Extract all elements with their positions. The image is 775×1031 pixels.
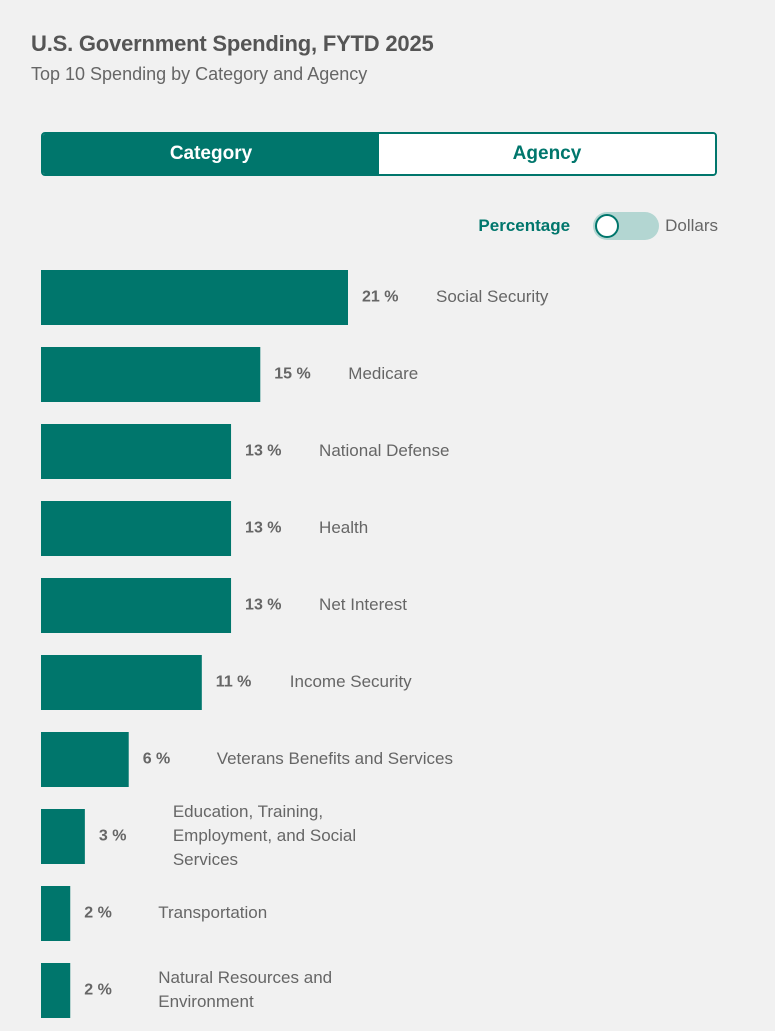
- switch-knob[interactable]: [595, 214, 620, 238]
- category-label-line: Employment, and Social: [173, 826, 356, 845]
- bar-3[interactable]: [41, 501, 232, 556]
- value-label-5: 11 %: [216, 674, 252, 691]
- category-label-3: Health: [319, 518, 368, 537]
- category-label-6: Veterans Benefits and Services: [217, 749, 453, 768]
- category-label-4: Net Interest: [319, 595, 407, 614]
- category-label-5: Income Security: [290, 672, 412, 691]
- category-label-1: Medicare: [348, 364, 418, 383]
- value-label-8: 2 %: [84, 905, 112, 922]
- value-label-4: 13 %: [245, 597, 281, 614]
- category-label-line: Medicare: [348, 364, 418, 383]
- percentage-dollars-switch[interactable]: [593, 212, 660, 240]
- bar-8[interactable]: [41, 886, 71, 941]
- view-tabs: Category Agency: [41, 132, 717, 176]
- chart-subtitle: Top 10 Spending by Category and Agency: [31, 64, 368, 84]
- bar-5[interactable]: [41, 655, 202, 710]
- bar-4[interactable]: [41, 578, 232, 633]
- value-label-6: 6 %: [143, 751, 171, 768]
- category-label-line: Environment: [158, 992, 254, 1011]
- bar-2[interactable]: [41, 424, 232, 479]
- category-label-8: Transportation: [158, 903, 267, 922]
- category-label-line: National Defense: [319, 441, 449, 460]
- category-label-9: Natural Resources and Environment: [158, 968, 332, 1011]
- category-label-line: Health: [319, 518, 368, 537]
- category-label-line: Education, Training,: [173, 802, 323, 821]
- tab-category[interactable]: Category: [43, 134, 379, 174]
- value-label-2: 13 %: [245, 443, 281, 460]
- value-label-1: 15 %: [274, 366, 310, 383]
- dollars-label[interactable]: Dollars: [665, 216, 718, 235]
- bar-1[interactable]: [41, 347, 261, 402]
- bar-0[interactable]: [41, 270, 348, 325]
- category-label-line: Income Security: [290, 672, 412, 691]
- value-label-7: 3 %: [99, 828, 127, 845]
- category-label-2: National Defense: [319, 441, 449, 460]
- category-label-0: Social Security: [436, 287, 549, 306]
- bar-9[interactable]: [41, 963, 71, 1018]
- category-label-line: Transportation: [158, 903, 267, 922]
- category-label-line: Services: [173, 850, 238, 869]
- unit-toggle: Percentage Dollars: [478, 212, 718, 240]
- value-label-3: 13 %: [245, 520, 281, 537]
- category-label-line: Natural Resources and: [158, 968, 332, 987]
- bar-7[interactable]: [41, 809, 85, 864]
- category-label-7: Education, Training, Employment, and Soci…: [173, 802, 356, 869]
- category-label-line: Social Security: [436, 287, 549, 306]
- tab-agency[interactable]: Agency: [379, 134, 715, 174]
- category-label-line: Net Interest: [319, 595, 407, 614]
- value-label-9: 2 %: [84, 982, 112, 999]
- chart-title: U.S. Government Spending, FYTD 2025: [31, 31, 434, 56]
- bar-6[interactable]: [41, 732, 129, 787]
- value-label-0: 21 %: [362, 289, 398, 306]
- percentage-label[interactable]: Percentage: [478, 216, 571, 235]
- category-label-line: Veterans Benefits and Services: [217, 749, 453, 768]
